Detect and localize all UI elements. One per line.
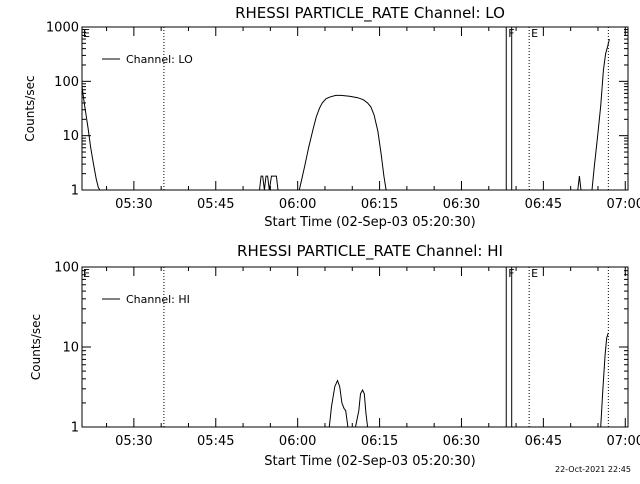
legend-label: Channel: LO (126, 53, 193, 66)
chart-title: RHESSI PARTICLE_RATE Channel: HI (237, 242, 503, 261)
y-tick-label: 10 (62, 129, 79, 144)
x-tick-label: 05:45 (197, 434, 234, 449)
y-axis-label: Counts/sec (23, 75, 37, 141)
event-marker-label: E (531, 27, 538, 40)
x-tick-label: 05:30 (115, 197, 152, 212)
x-tick-label: 06:15 (361, 197, 398, 212)
event-marker-label-left: E (83, 267, 90, 280)
footer-timestamp: 22-Oct-2021 22:45 (555, 465, 631, 474)
event-marker-label-left: E (83, 27, 90, 40)
x-tick-label: 06:30 (443, 197, 480, 212)
legend-label: Channel: HI (126, 293, 190, 306)
x-tick-label: 05:45 (197, 197, 234, 212)
x-tick-label: 07:00 (607, 434, 640, 449)
y-tick-label: 10 (62, 341, 79, 356)
y-tick-label: 1000 (46, 21, 79, 36)
event-marker-label: E (531, 267, 538, 280)
x-tick-label: 06:30 (443, 434, 480, 449)
y-tick-label: 1 (71, 184, 79, 199)
x-tick-label: 06:00 (279, 434, 316, 449)
y-tick-label: 100 (54, 75, 79, 90)
series-line-1 (81, 38, 610, 191)
y-axis-label: Counts/sec (29, 314, 43, 380)
x-tick-label: 07:00 (607, 197, 640, 212)
x-tick-label: 05:30 (115, 434, 152, 449)
x-tick-label: 06:00 (279, 197, 316, 212)
y-tick-label: 100 (54, 261, 79, 276)
chart-title: RHESSI PARTICLE_RATE Channel: LO (235, 4, 505, 23)
x-tick-label: 06:15 (361, 434, 398, 449)
y-tick-label: 1 (71, 421, 79, 436)
x-axis-label: Start Time (02-Sep-03 05:20:30) (264, 215, 475, 230)
x-tick-label: 06:45 (525, 197, 562, 212)
plot-frame (81, 26, 629, 191)
series-line-1 (328, 332, 609, 428)
x-tick-label: 06:45 (525, 434, 562, 449)
x-axis-label: Start Time (02-Sep-03 05:20:30) (264, 454, 475, 469)
